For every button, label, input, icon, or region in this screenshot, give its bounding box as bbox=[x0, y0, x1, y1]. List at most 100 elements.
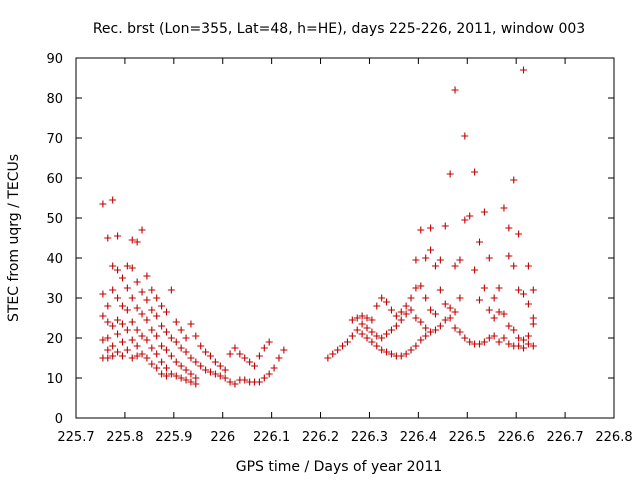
data-point bbox=[138, 310, 146, 318]
data-point bbox=[143, 296, 151, 304]
data-point bbox=[495, 284, 503, 292]
data-point bbox=[383, 348, 391, 356]
data-point bbox=[471, 266, 479, 274]
data-point bbox=[123, 306, 131, 314]
data-point bbox=[167, 334, 175, 342]
data-point bbox=[172, 358, 180, 366]
data-point bbox=[177, 344, 185, 352]
data-point bbox=[417, 282, 425, 290]
data-point bbox=[207, 368, 214, 376]
data-point bbox=[182, 376, 190, 384]
data-point bbox=[153, 312, 161, 320]
data-point bbox=[358, 312, 366, 320]
data-point bbox=[329, 350, 337, 358]
data-point bbox=[162, 308, 170, 316]
data-point bbox=[476, 296, 483, 304]
data-point bbox=[187, 354, 195, 362]
data-point bbox=[339, 342, 347, 350]
data-point bbox=[162, 364, 170, 372]
data-point bbox=[480, 338, 488, 346]
data-point bbox=[510, 176, 518, 184]
data-point bbox=[260, 344, 268, 352]
axes bbox=[75, 57, 615, 419]
data-point bbox=[412, 342, 420, 350]
data-point bbox=[128, 318, 136, 326]
data-point bbox=[529, 342, 537, 350]
data-point bbox=[133, 238, 141, 246]
data-point bbox=[417, 318, 425, 326]
data-point bbox=[148, 286, 156, 294]
plot-frame bbox=[75, 57, 615, 419]
data-point bbox=[515, 230, 523, 238]
data-point bbox=[436, 322, 444, 330]
data-point bbox=[109, 196, 117, 204]
chart-title: Rec. brst (Lon=355, Lat=48, h=HE), days … bbox=[93, 21, 585, 37]
data-point bbox=[177, 362, 185, 370]
data-point bbox=[397, 308, 405, 316]
data-point bbox=[412, 256, 420, 264]
data-point bbox=[202, 366, 210, 374]
data-point bbox=[148, 306, 156, 314]
data-point bbox=[128, 294, 136, 302]
data-point bbox=[485, 306, 493, 314]
data-point bbox=[177, 326, 185, 334]
y-tick-label: 70 bbox=[46, 132, 63, 147]
data-point bbox=[490, 294, 498, 302]
data-point bbox=[158, 358, 166, 366]
data-point bbox=[334, 346, 342, 354]
data-point bbox=[275, 354, 283, 362]
data-point bbox=[485, 254, 493, 262]
data-point bbox=[202, 348, 210, 356]
data-point bbox=[451, 262, 459, 270]
data-point bbox=[422, 294, 430, 302]
data-point bbox=[524, 340, 532, 348]
data-point bbox=[153, 294, 161, 302]
data-point bbox=[441, 300, 449, 308]
data-point bbox=[143, 336, 151, 344]
data-point bbox=[114, 348, 122, 356]
data-point bbox=[138, 288, 146, 296]
data-point bbox=[241, 376, 249, 384]
data-point bbox=[158, 370, 166, 378]
data-point bbox=[500, 334, 508, 342]
data-point bbox=[118, 320, 126, 328]
data-point bbox=[133, 278, 141, 286]
data-point bbox=[407, 346, 415, 354]
data-point bbox=[368, 316, 376, 324]
data-point bbox=[378, 294, 386, 302]
data-point bbox=[402, 350, 410, 358]
data-point bbox=[427, 306, 435, 314]
data-point bbox=[99, 312, 107, 320]
data-point bbox=[427, 224, 435, 232]
data-point bbox=[197, 342, 205, 350]
data-point bbox=[476, 238, 483, 246]
data-point bbox=[158, 342, 166, 350]
data-point bbox=[246, 358, 254, 366]
x-tick-label: 226.6 bbox=[498, 430, 535, 445]
data-point bbox=[172, 372, 180, 380]
data-point bbox=[412, 314, 420, 322]
data-point bbox=[417, 336, 425, 344]
data-point bbox=[221, 374, 229, 382]
data-point bbox=[104, 318, 112, 326]
data-point bbox=[387, 326, 395, 334]
data-point bbox=[461, 216, 469, 224]
data-point bbox=[162, 372, 170, 380]
data-point bbox=[182, 334, 190, 342]
y-tick-label: 40 bbox=[46, 252, 63, 267]
data-point bbox=[456, 256, 464, 264]
data-point bbox=[99, 336, 107, 344]
data-point bbox=[133, 352, 141, 360]
data-point bbox=[167, 286, 175, 294]
data-point bbox=[148, 344, 156, 352]
data-point bbox=[192, 374, 200, 382]
data-point bbox=[348, 316, 356, 324]
y-tick-label: 80 bbox=[46, 92, 63, 107]
data-point bbox=[260, 374, 268, 382]
data-point bbox=[187, 378, 195, 386]
data-point bbox=[123, 262, 131, 270]
data-point bbox=[172, 338, 180, 346]
data-point bbox=[162, 328, 170, 336]
data-point bbox=[265, 370, 273, 378]
data-point bbox=[373, 342, 381, 350]
